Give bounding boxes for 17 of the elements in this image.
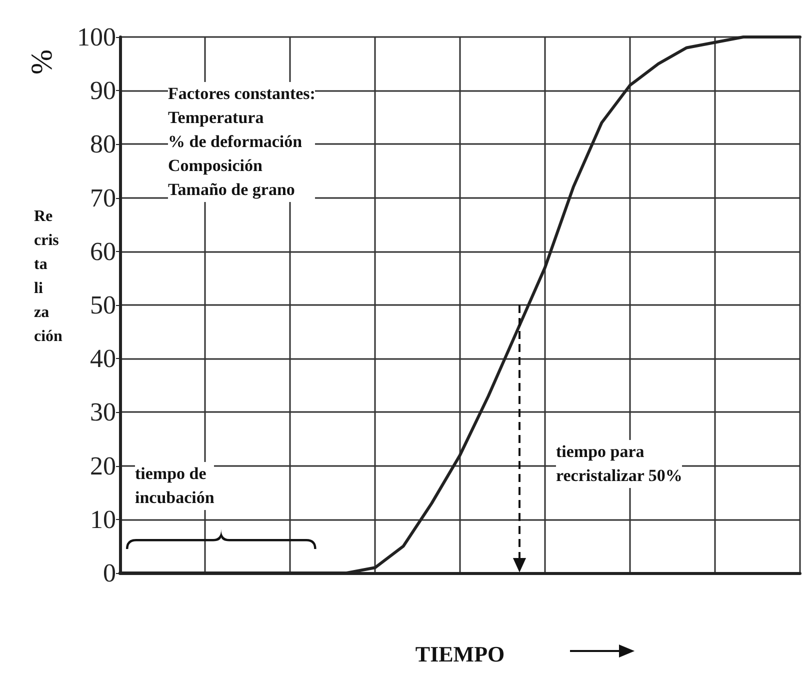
y-tick-label: 0 [103, 558, 116, 588]
y-tick-label: 100 [77, 22, 116, 52]
y-tick-label: 20 [90, 451, 116, 480]
y-tick-label: 30 [90, 398, 116, 427]
x-axis-title: TIEMPO [415, 642, 505, 666]
y-tick-label: 10 [90, 504, 116, 534]
y-axis-title: Re cris ta li za ción [34, 207, 62, 347]
y-tick-label: 60 [90, 236, 116, 266]
y-tick-label: 80 [90, 130, 116, 159]
y-tick-label: 50 [90, 290, 116, 320]
annotation: tiempo para recristalizar 50% [556, 440, 682, 488]
annotation: Factores constantes: Temperatura % de deformación Composición Tamaño de grano [168, 82, 316, 202]
text: % [26, 50, 58, 74]
y-tick-label: 70 [90, 183, 116, 212]
annotation: tiempo de incubación [135, 462, 214, 510]
y-tick-label: 40 [90, 344, 116, 374]
y-tick-label: 90 [90, 76, 116, 106]
